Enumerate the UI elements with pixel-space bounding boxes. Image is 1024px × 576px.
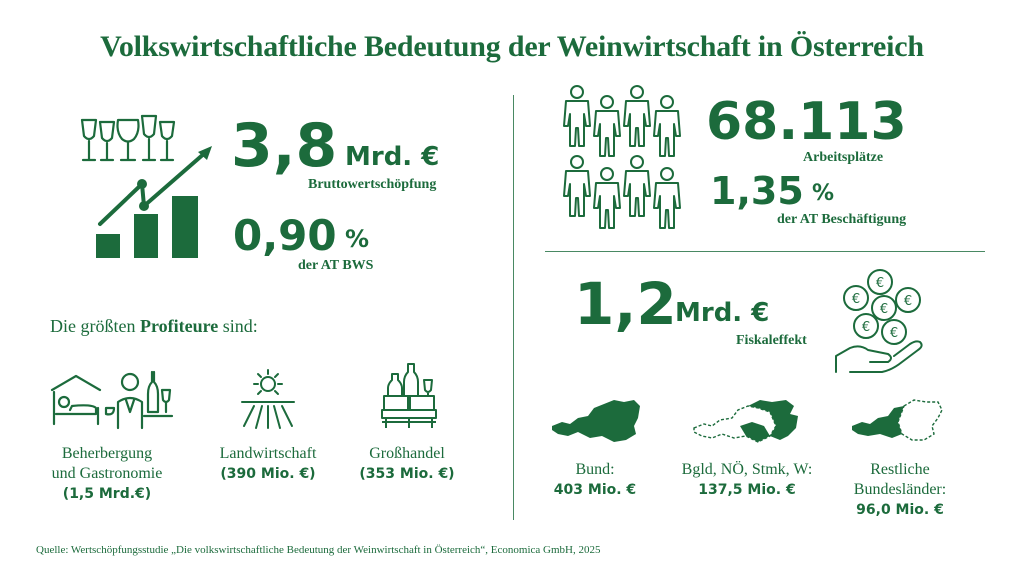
profiteer-wholesale-value: (353 Mio. €)	[359, 466, 455, 482]
bws-share-label: der AT BWS	[298, 258, 374, 273]
fiscal-label: Fiskaleffekt	[736, 333, 807, 348]
profiteers-heading-bold: Profiteure	[139, 316, 219, 336]
svg-text:€: €	[890, 326, 898, 341]
profiteer-agriculture: Landwirtschaft (390 Mio. €)	[194, 444, 342, 484]
fiscal-value: 1,2	[574, 270, 677, 338]
austria-map-east-regions	[693, 400, 798, 443]
region-other-value: 96,0 Mio. €	[856, 502, 944, 518]
region-federal-line1: Bund:	[575, 461, 615, 478]
wholesale-icon	[380, 362, 438, 432]
jobs-share-unit: %	[812, 181, 835, 206]
profiteer-hospitality-line1: Beherbergung	[61, 445, 153, 462]
region-east: Bgld, NÖ, Stmk, W: 137,5 Mio. €	[668, 460, 826, 500]
region-other-line2: Bundesländer:	[853, 481, 947, 498]
wine-glasses-icon	[78, 112, 178, 167]
bws-unit: Mrd. €	[345, 142, 440, 172]
jobs-label: Arbeitsplätze	[803, 150, 884, 165]
profiteer-hospitality-line2: und Gastronomie	[51, 465, 163, 482]
svg-text:€: €	[904, 294, 912, 309]
bws-share-unit: %	[345, 225, 370, 253]
austria-map-other-regions	[852, 399, 943, 441]
hotel-gastronomy-icon	[48, 368, 174, 430]
region-other-line1: Restliche	[870, 461, 930, 478]
jobs-share-value: 1,35	[710, 169, 804, 213]
region-east-line1: Bgld, NÖ, Stmk, W:	[681, 461, 813, 478]
horizontal-divider	[545, 251, 985, 252]
svg-text:€: €	[876, 276, 884, 291]
agriculture-icon	[238, 368, 298, 430]
jobs-share-label: der AT Beschäftigung	[777, 212, 907, 227]
people-group-icon	[560, 84, 690, 234]
austria-map-federal	[552, 400, 640, 442]
bws-share-value: 0,90	[233, 211, 337, 260]
profiteer-hospitality: Beherbergung und Gastronomie (1,5 Mrd.€)	[30, 444, 184, 504]
profiteer-wholesale: Großhandel (353 Mio. €)	[342, 444, 472, 484]
profiteer-hospitality-value: (1,5 Mrd.€)	[62, 486, 152, 502]
region-federal: Bund: 403 Mio. €	[540, 460, 650, 500]
region-federal-value: 403 Mio. €	[553, 482, 637, 498]
svg-text:€: €	[852, 292, 860, 307]
region-east-value: 137,5 Mio. €	[698, 482, 796, 498]
coins-hand-icon: € € € € € €	[832, 268, 928, 378]
source-note: Quelle: Wertschöpfungsstudie „Die volksw…	[36, 544, 601, 556]
region-other: Restliche Bundesländer: 96,0 Mio. €	[840, 460, 960, 520]
profiteers-heading-pre: Die größten	[50, 316, 140, 336]
profiteer-agriculture-value: (390 Mio. €)	[220, 466, 316, 482]
profiteer-agriculture-line1: Landwirtschaft	[219, 445, 317, 462]
growth-chart-icon	[94, 146, 216, 260]
bws-label: Bruttowertschöpfung	[308, 177, 437, 192]
svg-text:€: €	[880, 302, 888, 317]
profiteers-heading: Die größten Profiteure sind:	[50, 316, 258, 337]
svg-text:€: €	[862, 320, 870, 335]
fiscal-unit: Mrd. €	[675, 298, 770, 328]
profiteers-heading-post: sind:	[218, 316, 258, 336]
jobs-value: 68.113	[706, 92, 907, 152]
page-title: Volkswirtschaftliche Bedeutung der Weinw…	[100, 30, 924, 63]
profiteer-wholesale-line1: Großhandel	[369, 445, 445, 462]
bws-value: 3,8	[231, 111, 338, 181]
vertical-divider	[513, 95, 514, 520]
